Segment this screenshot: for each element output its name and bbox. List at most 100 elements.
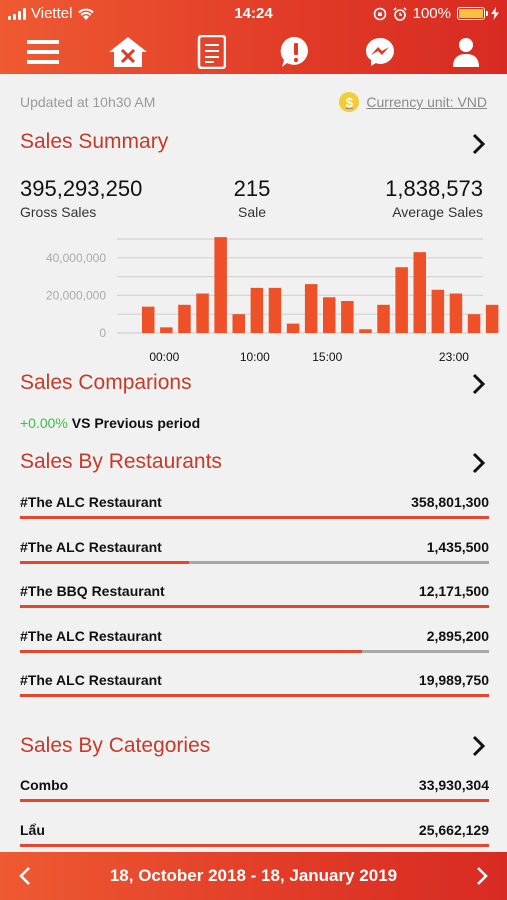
date-range-bar: 18, October 2018 - 18, January 2019 [0,852,507,900]
date-range-label[interactable]: 18, October 2018 - 18, January 2019 [109,866,398,885]
wifi-icon [78,8,95,20]
report-icon[interactable] [191,32,231,72]
restaurant-amount: 2,895,200 [426,627,489,644]
alert-icon[interactable] [276,32,316,72]
restaurant-row[interactable]: #The BBQ Restaurant 12,171,500 [20,583,489,613]
chart-bar [449,293,463,333]
top-bar: Viettel 14:24 100% [0,0,507,74]
sales-by-restaurants-title: Sales By Restaurants [20,450,222,473]
chart-bar [268,287,282,333]
chart-bar [413,252,426,333]
chart-y-tick: 0 [99,326,106,340]
chart-bar [178,304,191,333]
sales-comparisons-chevron-icon[interactable] [469,372,489,396]
chart-bar [485,304,499,333]
alarm-icon [393,6,407,21]
chart-bar [142,306,155,333]
restaurant-share-fill [20,694,489,697]
sales-summary-chevron-icon[interactable] [469,132,489,156]
restaurant-row[interactable]: #The ALC Restaurant 19,989,750 [20,672,489,702]
chart-bar [214,237,227,333]
restaurant-name: #The BBQ Restaurant [20,583,165,599]
updated-time: Updated at 10h30 AM [20,94,156,110]
chart-x-tick: 10:00 [240,350,270,364]
chart-bar [467,314,481,333]
battery-percent: 100% [412,5,451,22]
clock: 14:24 [234,5,273,22]
messenger-icon[interactable] [360,32,400,72]
sale-count-metric: 215 Sale [200,176,304,220]
user-icon[interactable] [446,32,486,72]
chart-bar [377,304,390,333]
carrier-name: Viettel [31,5,73,22]
chart-bar [323,297,336,333]
gross-sales-metric: 395,293,250 Gross Sales [20,176,142,220]
previous-period-icon[interactable] [15,864,35,888]
category-row[interactable]: Lẩu 25,662,129 [20,822,489,852]
restaurant-name: #The ALC Restaurant [20,538,162,555]
sale-count-value: 215 [233,176,271,201]
restaurant-amount: 1,435,500 [426,538,489,555]
currency-coin-icon: $ [339,92,360,112]
chart-bar [160,327,173,333]
category-name: Lẩu [20,821,45,838]
chart-bar [286,323,300,333]
restaurant-amount: 12,171,500 [418,583,489,599]
status-bar: Viettel 14:24 100% [0,0,507,28]
gross-sales-value: 395,293,250 [20,176,143,201]
charging-icon [491,7,499,20]
restaurant-share-fill [20,649,363,653]
comparison-vs-label: VS Previous period [67,415,201,431]
category-row[interactable]: Combo 33,930,304 [20,777,489,807]
restaurant-share-track [20,560,489,564]
restaurant-amount: 19,989,750 [418,672,489,688]
sale-count-label: Sale [237,204,267,220]
sales-comparisons-title: Sales Comparions [20,371,192,394]
currency-label: Currency unit: VND [366,94,487,110]
restaurant-home-icon[interactable] [108,32,148,72]
currency-unit-link[interactable]: $ Currency unit: VND [339,92,487,112]
nav-bar [0,32,507,72]
average-sales-label: Average Sales [392,204,483,220]
sales-by-restaurants-chevron-icon[interactable] [469,451,489,475]
sales-by-categories-chevron-icon[interactable] [469,734,489,758]
category-share-fill [20,799,489,802]
restaurant-name: #The ALC Restaurant [20,672,162,688]
chart-x-tick: 23:00 [439,350,469,364]
chart-bar [359,329,372,333]
category-share-track [20,799,489,802]
category-share-track [20,843,489,847]
restaurant-share-track [20,605,489,608]
restaurant-row[interactable]: #The ALC Restaurant 1,435,500 [20,539,489,569]
chart-bar [304,284,318,333]
chart-bar [431,289,445,333]
next-period-icon[interactable] [472,864,492,888]
restaurant-row[interactable]: #The ALC Restaurant 358,801,300 [20,494,489,524]
chart-bar [232,314,245,333]
chart-bar [250,287,264,333]
average-sales-metric: 1,838,573 Average Sales [385,176,483,220]
comparison-percent: +0.00% [20,415,68,431]
category-amount: 33,930,304 [418,777,489,793]
chart-y-tick: 40,000,000 [46,251,106,265]
restaurant-share-fill [20,605,489,608]
sales-summary-title: Sales Summary [20,130,169,153]
chart-bar [196,293,209,333]
battery-icon [457,7,488,20]
signal-icon [8,7,26,20]
restaurant-amount: 358,801,300 [411,494,489,510]
chart-bar [341,301,354,333]
sales-chart: 40,000,000 20,000,000 0 00:00 10:00 15:00 23:0… [46,237,499,364]
chart-bar [395,267,408,333]
gross-sales-label: Gross Sales [20,204,97,220]
menu-icon[interactable] [23,32,63,72]
average-sales-value: 1,838,573 [385,176,483,201]
chart-x-tick: 15:00 [312,350,342,364]
restaurant-row[interactable]: #The ALC Restaurant 2,895,200 [20,628,489,658]
restaurant-share-track [20,516,489,519]
category-share-fill [20,843,489,847]
sales-by-categories-title: Sales By Categories [20,734,211,757]
restaurant-share-track [20,649,489,653]
restaurant-share-fill [20,516,489,519]
rotation-lock-icon [373,7,386,20]
